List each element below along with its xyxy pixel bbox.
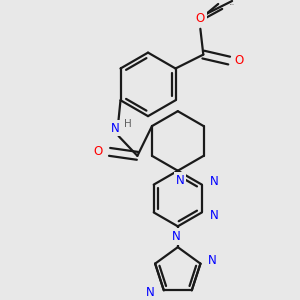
- Text: methyl: methyl: [230, 3, 235, 4]
- Text: N: N: [176, 174, 184, 187]
- Text: H: H: [124, 119, 131, 129]
- Text: N: N: [171, 230, 180, 243]
- Text: N: N: [208, 254, 217, 267]
- Text: O: O: [234, 54, 244, 67]
- Text: O: O: [93, 146, 102, 158]
- Text: N: N: [146, 286, 154, 299]
- Text: N: N: [209, 175, 218, 188]
- Text: O: O: [196, 12, 205, 26]
- Text: N: N: [111, 122, 120, 135]
- Text: N: N: [209, 209, 218, 222]
